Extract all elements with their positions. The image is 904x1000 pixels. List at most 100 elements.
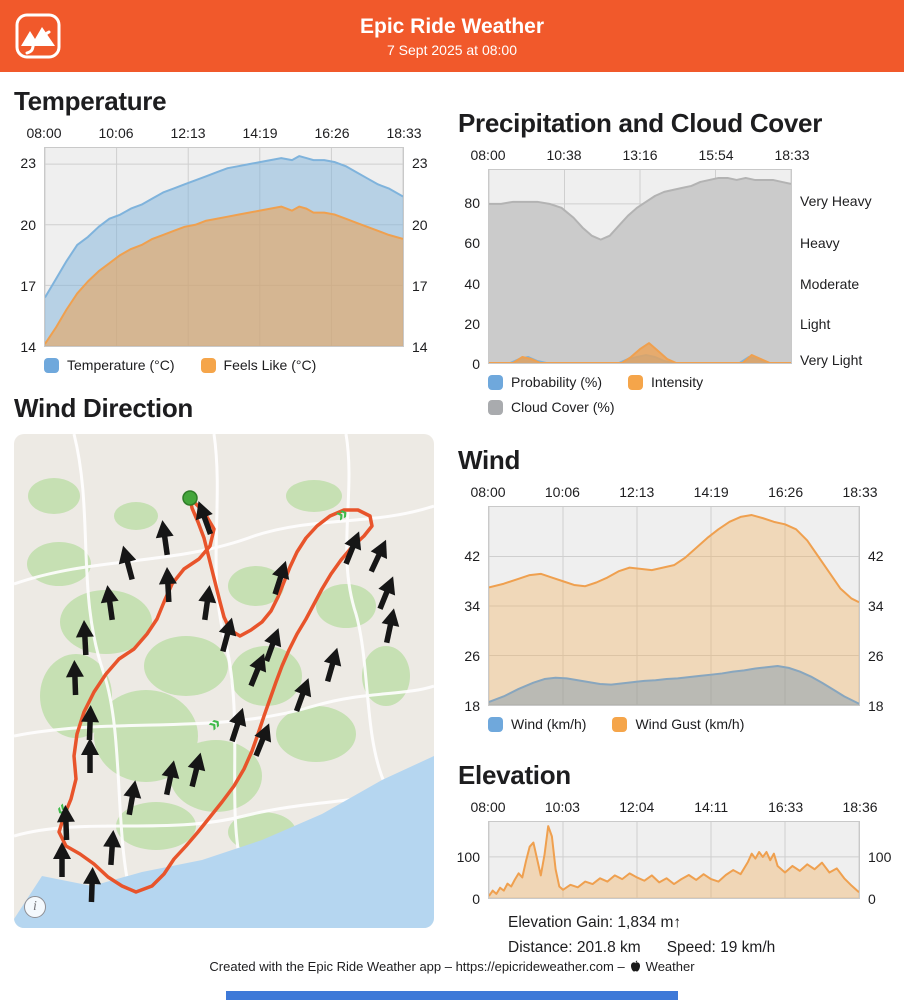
page-title: Epic Ride Weather (360, 14, 544, 38)
chart-series-line (489, 515, 859, 602)
temperature-y-axis-left: 14 17 20 23 (14, 147, 44, 355)
app-logo-icon (15, 13, 61, 59)
elevation-plot (488, 821, 860, 899)
wind-arrow (263, 628, 282, 662)
route-direction-chevron: » (203, 712, 226, 736)
chart-series-line (489, 666, 859, 704)
chart-series-line (489, 178, 791, 240)
x-tick-label: 14:19 (242, 125, 278, 141)
header-text-block: Epic Ride Weather 7 Sept 2025 at 08:00 (360, 15, 544, 58)
x-tick-label: 16:33 (768, 799, 804, 815)
chart-series-area (489, 177, 791, 363)
apple-logo-icon (630, 960, 640, 972)
x-tick-label: 13:16 (622, 147, 658, 163)
wind-arrow (272, 560, 290, 596)
wind-arrow (161, 760, 180, 796)
y-tick-label: 0 (472, 356, 480, 372)
wind-arrow (248, 653, 267, 687)
chart-series-area (489, 343, 791, 363)
wind-arrow (53, 842, 71, 877)
elevation-gain-stat: Elevation Gain: 1,834 m↑ (508, 914, 682, 931)
x-tick-label: 08:00 (470, 147, 506, 163)
x-tick-label: 16:26 (314, 125, 350, 141)
map-canvas: »»» (14, 434, 434, 928)
x-tick-label: 12:13 (170, 125, 206, 141)
y-tick-label: 17 (20, 277, 36, 294)
x-tick-label: 10:06 (98, 125, 134, 141)
y-tick-label: 100 (868, 848, 892, 865)
app-header: Epic Ride Weather 7 Sept 2025 at 08:00 (0, 0, 904, 72)
temperature-x-axis: 08:00 10:06 12:13 14:19 16:26 18:33 (26, 123, 421, 147)
temperature-chart: 08:00 10:06 12:13 14:19 16:26 18:33 14 17 20 23 … (14, 123, 434, 373)
wind-arrow (65, 660, 84, 696)
y-tick-label: 100 (456, 848, 480, 865)
chart-series-area (489, 515, 859, 705)
wind-arrow (377, 576, 396, 610)
map-overlay: »»» (51, 490, 400, 903)
left-column: Temperature 08:00 10:06 12:13 14:19 16:26 18:… (14, 72, 434, 961)
chart-series-area (489, 826, 859, 898)
legend-swatch (44, 357, 59, 373)
wind-x-axis: 08:00 10:06 12:13 14:19 16:26 18:33 (470, 482, 877, 506)
elevation-y-axis-right: 0 100 (860, 821, 892, 907)
y-tick-label: 80 (464, 195, 480, 212)
legend-label: Probability (%) (511, 374, 603, 390)
wind-legend: Wind (km/h) Wind Gust (km/h) (488, 716, 860, 732)
x-tick-label: 16:26 (768, 484, 804, 500)
precipitation-x-axis: 08:00 10:38 13:16 15:54 18:33 (470, 145, 809, 169)
legend-label: Feels Like (°C) (223, 357, 317, 373)
x-tick-label: 08:00 (26, 125, 62, 141)
y-tick-label: 14 (20, 339, 36, 355)
map-info-button[interactable]: i (24, 896, 46, 918)
y-tick-label: 0 (472, 891, 480, 907)
wind-y-axis-left: 18 26 34 42 (458, 506, 488, 714)
y-tick-label: 42 (464, 548, 480, 564)
ride-stats: Elevation Gain: 1,834 m↑ Distance: 201.8… (508, 911, 890, 961)
chart-series-area (489, 666, 859, 705)
legend-item: Wind (km/h) (488, 716, 586, 732)
temperature-y-axis-right: 14 17 20 23 (404, 147, 434, 355)
legend-item: Cloud Cover (%) (488, 399, 614, 415)
footer: Created with the Epic Ride Weather app –… (0, 959, 904, 974)
elevation-section-title: Elevation (458, 760, 571, 790)
legend-label: Cloud Cover (%) (511, 399, 615, 415)
wind-arrow (118, 545, 137, 581)
map-greenery (27, 478, 410, 852)
chart-series-area (45, 206, 403, 346)
legend-item: Temperature (°C) (44, 357, 175, 373)
x-tick-label: 15:54 (698, 147, 734, 163)
wind-arrow (81, 738, 99, 773)
y-tick-label: 26 (464, 648, 480, 664)
precipitation-y-axis-left: 0 20 40 60 80 (458, 169, 488, 372)
y-tick-label: 18 (464, 698, 480, 714)
wind-arrow (293, 678, 312, 712)
wind-arrow (81, 705, 100, 741)
y-tick-label: 34 (868, 598, 884, 614)
legend-swatch (612, 716, 628, 732)
wind-direction-map[interactable]: »»» i (14, 434, 434, 928)
wind-chart: 08:00 10:06 12:13 14:19 16:26 18:33 18 26 34 42 … (458, 482, 890, 732)
wind-arrow (158, 567, 177, 603)
x-tick-label: 12:04 (619, 799, 655, 815)
y-tick-label: Heavy (800, 235, 840, 252)
y-tick-label: 42 (868, 548, 884, 564)
footer-text: Created with the Epic Ride Weather app –… (209, 959, 625, 974)
wind-arrow (323, 647, 342, 683)
wind-arrow (56, 805, 75, 841)
legend-swatch (628, 374, 644, 390)
x-tick-label: 10:03 (544, 799, 580, 815)
wind-arrow (343, 531, 362, 565)
x-tick-label: 14:11 (694, 799, 729, 815)
legend-swatch (488, 716, 503, 732)
precipitation-plot (488, 169, 792, 364)
y-tick-label: 20 (20, 216, 36, 233)
wind-arrow (123, 780, 142, 816)
legend-item: Wind Gust (km/h) (612, 716, 744, 732)
x-tick-label: 18:33 (386, 125, 422, 141)
wind-arrow (381, 608, 400, 644)
precipitation-section-title: Precipitation and Cloud Cover (458, 108, 823, 138)
wind-y-axis-right: 18 26 34 42 (860, 506, 890, 714)
y-tick-label: Moderate (800, 275, 860, 292)
elevation-y-axis-left: 0 100 (456, 821, 488, 907)
legend-swatch (488, 399, 503, 415)
